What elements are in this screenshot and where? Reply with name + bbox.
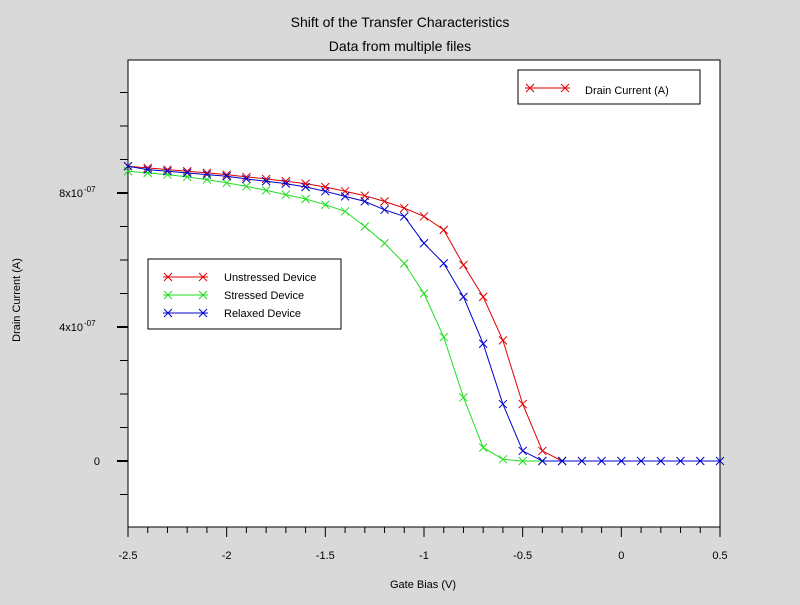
y-axis-label: Drain Current (A) — [11, 258, 23, 342]
legend-marker-stressed-device — [163, 290, 173, 300]
data-point-relaxed-device — [715, 456, 725, 466]
data-point-relaxed-device — [360, 197, 370, 206]
legend-marker-relaxed-device — [198, 308, 208, 318]
data-point-relaxed-device — [439, 258, 449, 268]
data-point-stressed-device — [242, 181, 251, 191]
data-point-stressed-device — [340, 207, 350, 216]
data-point-unstressed-device — [222, 170, 232, 179]
data-point-stressed-device — [182, 172, 192, 182]
x-tick-label: -2 — [222, 550, 232, 562]
y-tick-label: 8x10 — [59, 188, 83, 200]
legend-marker-stressed-device — [198, 290, 208, 300]
legend-label-stressed-device: Stressed Device — [224, 290, 304, 302]
series-relaxed-device — [123, 161, 725, 466]
data-point-unstressed-device — [459, 260, 468, 270]
data-point-unstressed-device — [498, 336, 508, 345]
data-point-unstressed-device — [538, 446, 547, 456]
data-point-relaxed-device — [636, 456, 646, 466]
legend-marker-unstressed-device — [198, 272, 208, 282]
data-point-relaxed-device — [695, 456, 705, 466]
x-tick-label: 0 — [618, 550, 624, 562]
data-point-stressed-device — [518, 456, 528, 466]
data-point-stressed-device — [478, 443, 488, 452]
data-point-stressed-device — [399, 258, 409, 268]
data-point-relaxed-device — [261, 176, 271, 186]
data-point-relaxed-device — [202, 170, 212, 179]
chart-title: Shift of the Transfer Characteristics — [291, 14, 510, 30]
data-point-relaxed-device — [498, 399, 508, 409]
series-layer — [123, 161, 725, 466]
legend-series: Unstressed Device Stressed Device Relaxed … — [147, 258, 342, 330]
data-point-unstressed-device — [478, 292, 488, 302]
data-point-stressed-device — [320, 200, 330, 210]
legend-marker-relaxed-device — [163, 308, 173, 318]
data-point-stressed-device — [281, 190, 291, 200]
x-axis-label: Gate Bias (V) — [390, 579, 456, 591]
data-point-relaxed-device — [577, 456, 587, 466]
data-point-relaxed-device — [281, 179, 291, 188]
data-point-stressed-device — [301, 194, 310, 204]
legend-drain-current: Drain Current (A) — [517, 69, 701, 105]
data-point-stressed-device — [498, 454, 508, 464]
y-tick-label: 4x10 — [59, 322, 83, 334]
data-point-relaxed-device — [656, 456, 666, 466]
data-point-relaxed-device — [163, 166, 172, 176]
legend-label-unstressed-device: Unstressed Device — [224, 272, 316, 284]
data-point-relaxed-device — [616, 456, 626, 466]
data-point-stressed-device — [459, 392, 468, 402]
data-point-unstressed-device — [518, 399, 528, 409]
data-point-relaxed-device — [518, 446, 528, 456]
legend-marker-drain-current — [525, 83, 535, 93]
data-point-relaxed-device — [538, 456, 547, 466]
data-point-unstressed-device — [439, 225, 449, 235]
data-point-relaxed-device — [478, 339, 488, 349]
data-point-stressed-device — [380, 238, 389, 248]
data-point-stressed-device — [261, 185, 271, 195]
x-tick-label: 0.5 — [712, 550, 727, 562]
data-point-stressed-device — [222, 178, 232, 188]
legend-marker-unstressed-device — [163, 272, 173, 282]
legend-label-relaxed-device: Relaxed Device — [224, 308, 301, 320]
x-tick-label: -0.5 — [513, 550, 532, 562]
data-point-relaxed-device — [597, 456, 606, 466]
data-point-relaxed-device — [380, 205, 389, 215]
y-tick-label: 0 — [94, 456, 100, 468]
x-tick-label: -1.5 — [316, 550, 335, 562]
data-point-relaxed-device — [340, 191, 350, 201]
data-point-relaxed-device — [459, 292, 468, 302]
legend-marker-drain-current — [560, 83, 570, 93]
data-point-relaxed-device — [557, 456, 567, 466]
data-point-relaxed-device — [123, 161, 133, 171]
data-point-relaxed-device — [143, 165, 153, 174]
data-point-unstressed-device — [380, 197, 389, 206]
data-point-unstressed-device — [202, 168, 212, 178]
data-point-unstressed-device — [320, 182, 330, 192]
x-axis-ticks: -2.5 -2 -1.5 -1 -0.5 0 0.5 — [119, 527, 728, 562]
data-point-stressed-device — [360, 222, 370, 231]
data-point-relaxed-device — [301, 182, 310, 192]
chart-subtitle: Data from multiple files — [329, 38, 471, 54]
data-point-unstressed-device — [399, 203, 409, 213]
data-point-relaxed-device — [320, 186, 330, 196]
legend-label-drain-current: Drain Current (A) — [585, 85, 669, 97]
y-tick-exponent: -07 — [84, 319, 96, 328]
data-point-relaxed-device — [419, 238, 429, 248]
legend-box — [147, 258, 342, 330]
x-tick-label: -2.5 — [119, 550, 138, 562]
data-point-unstressed-device — [419, 212, 429, 221]
y-tick-exponent: -07 — [84, 185, 96, 194]
data-point-relaxed-device — [676, 456, 685, 466]
data-point-relaxed-device — [182, 168, 192, 178]
data-point-relaxed-device — [222, 171, 232, 181]
legend-box-top — [517, 69, 701, 105]
data-point-relaxed-device — [399, 212, 409, 221]
data-point-relaxed-device — [242, 174, 251, 184]
x-tick-label: -1 — [419, 550, 429, 562]
data-point-stressed-device — [419, 289, 429, 298]
data-point-stressed-device — [439, 332, 449, 342]
